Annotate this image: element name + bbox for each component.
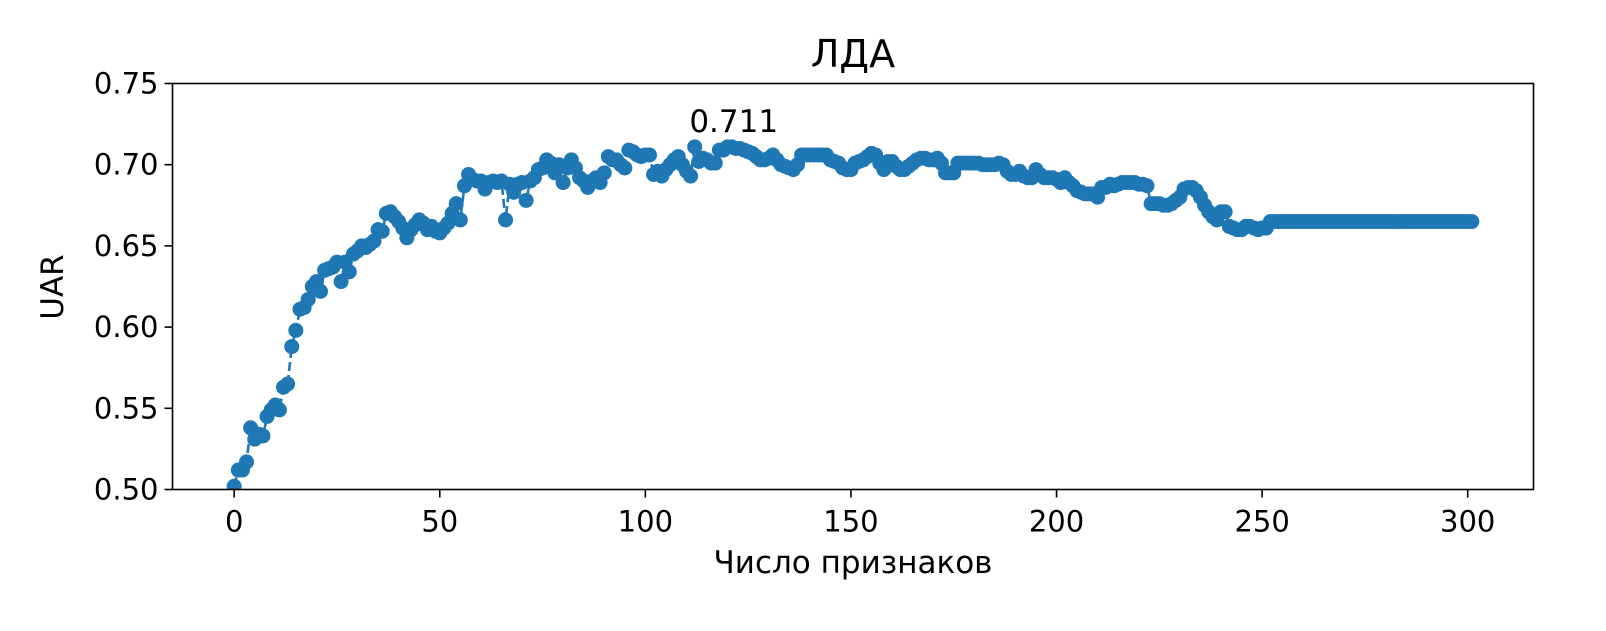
data-point <box>313 283 329 299</box>
data-point <box>239 454 255 470</box>
data-point <box>284 339 300 355</box>
y-tick-label: 0.70 <box>94 148 159 182</box>
data-point <box>1139 178 1155 194</box>
data-point <box>596 165 612 181</box>
x-axis-ticks: 0 50 100 150 200 250 300 <box>225 489 1495 539</box>
x-tick-label: 300 <box>1440 505 1495 539</box>
x-tick-label: 250 <box>1234 505 1289 539</box>
data-point <box>280 376 296 392</box>
data-point <box>452 212 468 228</box>
data-point <box>271 402 287 418</box>
data-point <box>687 139 703 155</box>
data-point <box>341 264 357 280</box>
data-point <box>683 168 699 184</box>
x-tick-label: 0 <box>225 505 243 539</box>
data-point <box>555 175 571 191</box>
x-tick-label: 200 <box>1029 505 1084 539</box>
x-axis-label: Число признаков <box>714 545 993 581</box>
annotation-label: 0.711 <box>689 104 778 140</box>
y-tick-label: 0.60 <box>94 310 159 344</box>
y-tick-label: 0.75 <box>94 67 159 101</box>
data-point <box>498 212 514 228</box>
data-point <box>255 428 271 444</box>
data-point <box>617 160 633 176</box>
data-point <box>374 223 390 239</box>
y-tick-label: 0.50 <box>94 473 159 507</box>
data-point <box>1464 214 1480 230</box>
data-point <box>288 322 304 338</box>
x-tick-label: 100 <box>618 505 673 539</box>
x-tick-label: 50 <box>421 505 458 539</box>
data-point <box>226 478 242 490</box>
plot-area <box>226 139 1480 490</box>
chart-title: ЛДА <box>811 32 895 76</box>
axes-frame <box>171 82 1535 491</box>
data-point <box>1217 204 1233 220</box>
data-point <box>518 192 534 208</box>
y-axis-label: UAR <box>35 254 71 319</box>
x-tick-label: 150 <box>823 505 878 539</box>
y-tick-label: 0.65 <box>94 229 159 263</box>
data-point <box>641 147 657 163</box>
y-tick-label: 0.55 <box>94 391 159 425</box>
data-point <box>707 155 723 171</box>
y-axis-ticks: 0.50 0.55 0.60 0.65 0.70 0.75 <box>94 67 173 507</box>
data-point <box>448 196 464 212</box>
data-point <box>300 291 316 307</box>
